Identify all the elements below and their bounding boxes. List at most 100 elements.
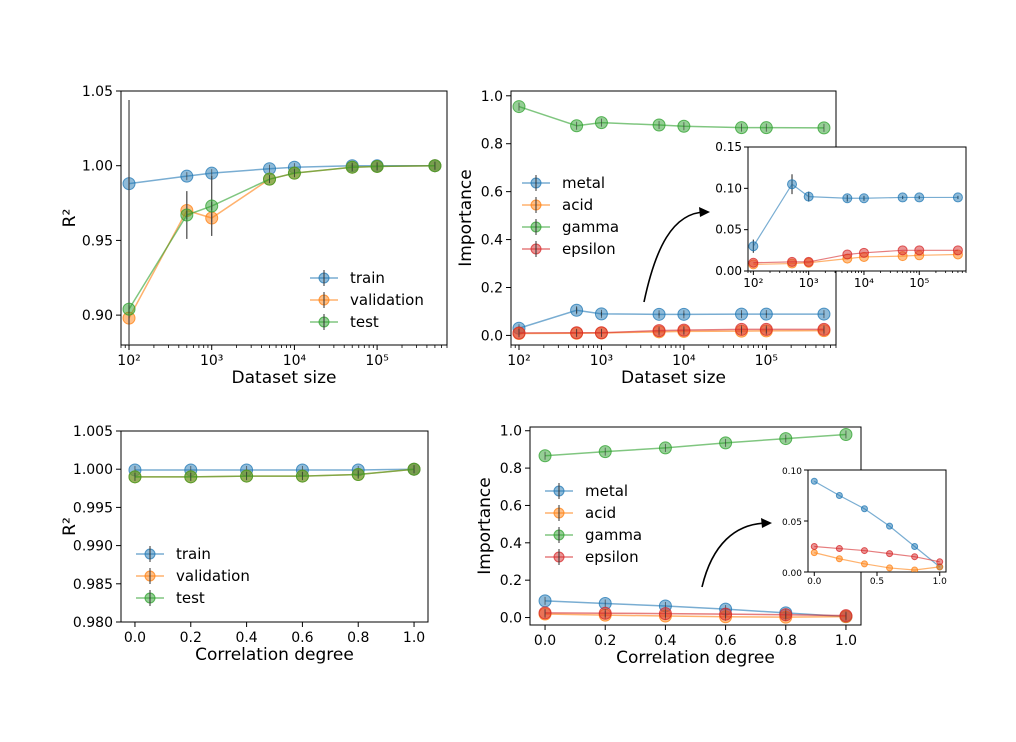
legend-label-acid: acid	[562, 196, 593, 214]
legend-label-gamma: gamma	[562, 218, 619, 236]
inset-x-tick-label: 0.5	[870, 577, 884, 587]
legend-label-test: test	[176, 589, 205, 607]
inset-point-epsilon	[842, 249, 853, 260]
x-tick-label: 10³	[200, 353, 223, 369]
plot-area	[122, 99, 442, 345]
y-tick-label: 0.8	[500, 461, 522, 477]
x-tick-label: 0.6	[714, 633, 736, 649]
inset-x-tick-label: 10⁴	[854, 276, 874, 290]
legend-label-train: train	[176, 545, 211, 563]
inset-point-epsilon	[897, 245, 908, 256]
inset-x-tick-label: 1.0	[933, 577, 948, 587]
x-tick-label: 10²	[117, 353, 140, 369]
inset-point-metal	[911, 543, 919, 550]
plot-area	[538, 427, 853, 624]
series-line-train	[128, 164, 435, 185]
y-tick-label: 0.4	[481, 233, 503, 249]
inset-series-line-metal	[813, 480, 941, 568]
y-tick-label: 0.2	[500, 573, 522, 589]
axes-frame	[120, 90, 448, 346]
y-tick-label: 0.2	[481, 280, 503, 296]
y-tick-label: 0.995	[73, 500, 113, 516]
inset-point-acid	[810, 549, 818, 557]
series-line-acid	[545, 613, 846, 618]
inset-series-line-epsilon	[814, 545, 940, 563]
inset-point-epsilon	[914, 245, 925, 256]
legend: metal acid gamma epsilon	[545, 482, 642, 566]
inset-chart-importance-vs-size: 0.00 0.05 0.10 0.15 10² 10³ 10⁴ 10⁵	[715, 140, 967, 290]
legend-label-epsilon: epsilon	[585, 548, 639, 566]
inset-point-acid	[860, 560, 868, 568]
inset-point-metal	[810, 477, 818, 485]
y-axis-label: Importance	[475, 477, 495, 574]
x-tick-label: 0.8	[775, 633, 797, 649]
x-tick-label: 10²	[507, 353, 530, 369]
inset-point-metal	[858, 193, 869, 204]
inset-point-epsilon	[858, 247, 869, 258]
arrow-head-icon	[761, 518, 772, 528]
series-line-gamma	[518, 105, 824, 129]
inset-series-line-acid	[814, 552, 940, 571]
x-tick-label: 10⁵	[755, 353, 778, 369]
inset-x-tick-label: 10⁵	[909, 276, 929, 290]
legend: train validation test	[310, 269, 424, 331]
y-tick-label: 1.00	[82, 159, 113, 175]
inset-point-epsilon	[952, 245, 963, 256]
y-tick-label: 0.6	[481, 185, 503, 201]
inset-frame	[747, 146, 967, 272]
inset-point-acid	[911, 566, 919, 572]
x-tick-label: 10³	[590, 353, 613, 369]
y-tick-label: 0.8	[481, 137, 503, 153]
inset-point-epsilon	[810, 543, 818, 550]
arrow-head-icon	[699, 207, 710, 217]
inset-point-metal	[787, 179, 798, 190]
inset-y-tick-label: 0.05	[715, 223, 742, 237]
x-tick-label: 0.4	[235, 630, 257, 646]
chart-importance-vs-size: 0.0 0.2 0.4 0.6 0.8 1.0 10² 10³ 10⁴ 10⁵ Dataset si…	[456, 89, 967, 388]
x-tick-label: 0.0	[124, 630, 146, 646]
y-tick-label: 0.95	[82, 233, 113, 249]
x-axis-label: Correlation degree	[195, 645, 354, 665]
inset-point-metal	[897, 192, 908, 203]
inset-arrow	[701, 522, 769, 588]
chart-r2-vs-correlation: 0.980 0.985 0.990 0.995 1.000 1.005 0.0 0.2 0.4 0…	[60, 424, 429, 665]
x-tick-label: 0.4	[654, 633, 676, 649]
y-tick-label: 0.980	[73, 615, 113, 631]
y-tick-label: 0.985	[73, 577, 113, 593]
inset-point-epsilon	[787, 256, 798, 267]
inset-y-tick-label: 0.00	[782, 569, 802, 579]
inset-y-tick-label: 0.00	[715, 264, 742, 278]
x-axis-label: Correlation degree	[616, 648, 775, 668]
series-line-metal	[518, 309, 824, 329]
plot-area	[512, 100, 831, 340]
x-tick-label: 0.6	[291, 630, 313, 646]
y-tick-label: 0.0	[500, 611, 522, 627]
inset-point-metal	[842, 193, 853, 204]
plot-area	[128, 462, 421, 484]
inset-point-acid	[886, 564, 894, 572]
legend: metal acid gamma epsilon	[522, 174, 619, 258]
inset-point-metal	[914, 192, 925, 203]
series-line-epsilon	[545, 612, 846, 617]
inset-arrow	[643, 211, 707, 303]
inset-y-tick-label: 0.15	[715, 140, 742, 154]
y-tick-label: 1.05	[82, 84, 113, 100]
y-tick-label: 0.990	[73, 539, 113, 555]
legend-label-epsilon: epsilon	[562, 240, 616, 258]
legend-label-metal: metal	[562, 174, 605, 192]
x-tick-label: 0.0	[534, 633, 556, 649]
y-tick-label: 0.90	[82, 308, 113, 324]
legend-label-metal: metal	[585, 482, 628, 500]
inset-point-epsilon	[748, 257, 759, 268]
legend-label-gamma: gamma	[585, 526, 642, 544]
x-tick-label: 10⁵	[365, 353, 388, 369]
y-axis-label: R²	[60, 517, 80, 536]
chart-importance-vs-correlation: 0.0 0.2 0.4 0.6 0.8 1.0 0.0 0.2 0.4 0.6 0.8 1.0 Corr…	[475, 424, 947, 668]
legend-label-validation: validation	[176, 567, 250, 585]
series-line-train	[134, 468, 415, 471]
inset-chart-importance-vs-correlation: 0.00 0.05 0.10 0.0 0.5 1.0	[782, 467, 947, 587]
x-tick-label: 10⁴	[672, 353, 696, 369]
inset-point-epsilon	[886, 550, 894, 558]
inset-point-metal	[748, 241, 759, 252]
